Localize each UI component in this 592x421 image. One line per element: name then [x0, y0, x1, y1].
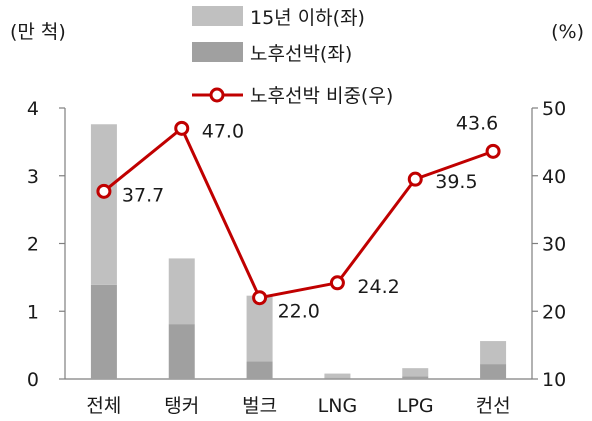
- share-marker: [252, 290, 268, 306]
- right-tick-label: 20: [542, 301, 566, 323]
- category-label: 컨선: [476, 395, 511, 417]
- bar-young-3: [324, 373, 351, 378]
- legend-marker-share: [209, 87, 225, 103]
- left-tick-label: 3: [27, 166, 39, 188]
- bar-old-4: [402, 376, 429, 379]
- bar-group: [90, 124, 507, 379]
- legend-swatch-old: [192, 42, 243, 62]
- right-axis-ticks: 10 20 30 40 50: [532, 98, 566, 391]
- share-data-label: 39.5: [435, 171, 477, 193]
- right-tick-label: 50: [542, 98, 566, 120]
- bar-old-3: [324, 377, 351, 379]
- share-marker: [96, 183, 112, 199]
- bar-young-2: [246, 295, 273, 362]
- category-label: 전체: [86, 395, 121, 417]
- share-markers: [96, 120, 501, 306]
- left-axis-unit: (만 척): [10, 21, 66, 43]
- left-tick-label: 4: [27, 98, 39, 120]
- legend-label-share: 노후선박 비중(우): [250, 85, 393, 107]
- left-tick-label: 0: [27, 369, 39, 391]
- share-data-label: 22.0: [278, 301, 320, 323]
- share-data-label: 43.6: [456, 112, 498, 134]
- category-label: LPG: [397, 395, 434, 417]
- share-marker: [174, 120, 190, 136]
- bar-old-2: [246, 361, 273, 379]
- right-tick-label: 30: [542, 234, 566, 256]
- share-data-label: 24.2: [357, 276, 399, 298]
- legend-label-old: 노후선박(좌): [250, 43, 352, 65]
- category-label: 벌크: [242, 395, 277, 417]
- share-data-labels: 37.7 47.0 22.0 24.2 39.5 43.6: [122, 112, 498, 322]
- bar-old-1: [168, 324, 195, 379]
- share-marker: [407, 171, 423, 187]
- category-label: 탱커: [164, 395, 199, 417]
- legend: 15년 이하(좌) 노후선박(좌) 노후선박 비중(우): [192, 6, 393, 107]
- left-tick-label: 2: [27, 234, 39, 256]
- share-data-label: 47.0: [202, 120, 244, 142]
- share-line: [102, 125, 494, 300]
- share-marker: [329, 275, 345, 291]
- bar-old-5: [480, 364, 507, 379]
- bar-old-0: [90, 284, 117, 379]
- right-tick-label: 40: [542, 166, 566, 188]
- bar-young-4: [402, 368, 429, 377]
- bar-young-5: [480, 341, 507, 365]
- share-data-label: 37.7: [122, 184, 164, 206]
- bar-young-0: [90, 124, 117, 285]
- category-labels: 전체 탱커 벌크 LNG LPG 컨선: [86, 395, 510, 417]
- share-marker: [485, 143, 501, 159]
- right-tick-label: 10: [542, 369, 566, 391]
- left-tick-label: 1: [27, 301, 39, 323]
- bar-young-1: [168, 258, 195, 325]
- legend-swatch-young: [192, 6, 243, 26]
- left-axis-ticks: 0 1 2 3 4: [27, 98, 65, 391]
- right-axis-unit: (%): [551, 21, 584, 43]
- category-label: LNG: [318, 395, 358, 417]
- legend-label-young: 15년 이하(좌): [250, 7, 365, 29]
